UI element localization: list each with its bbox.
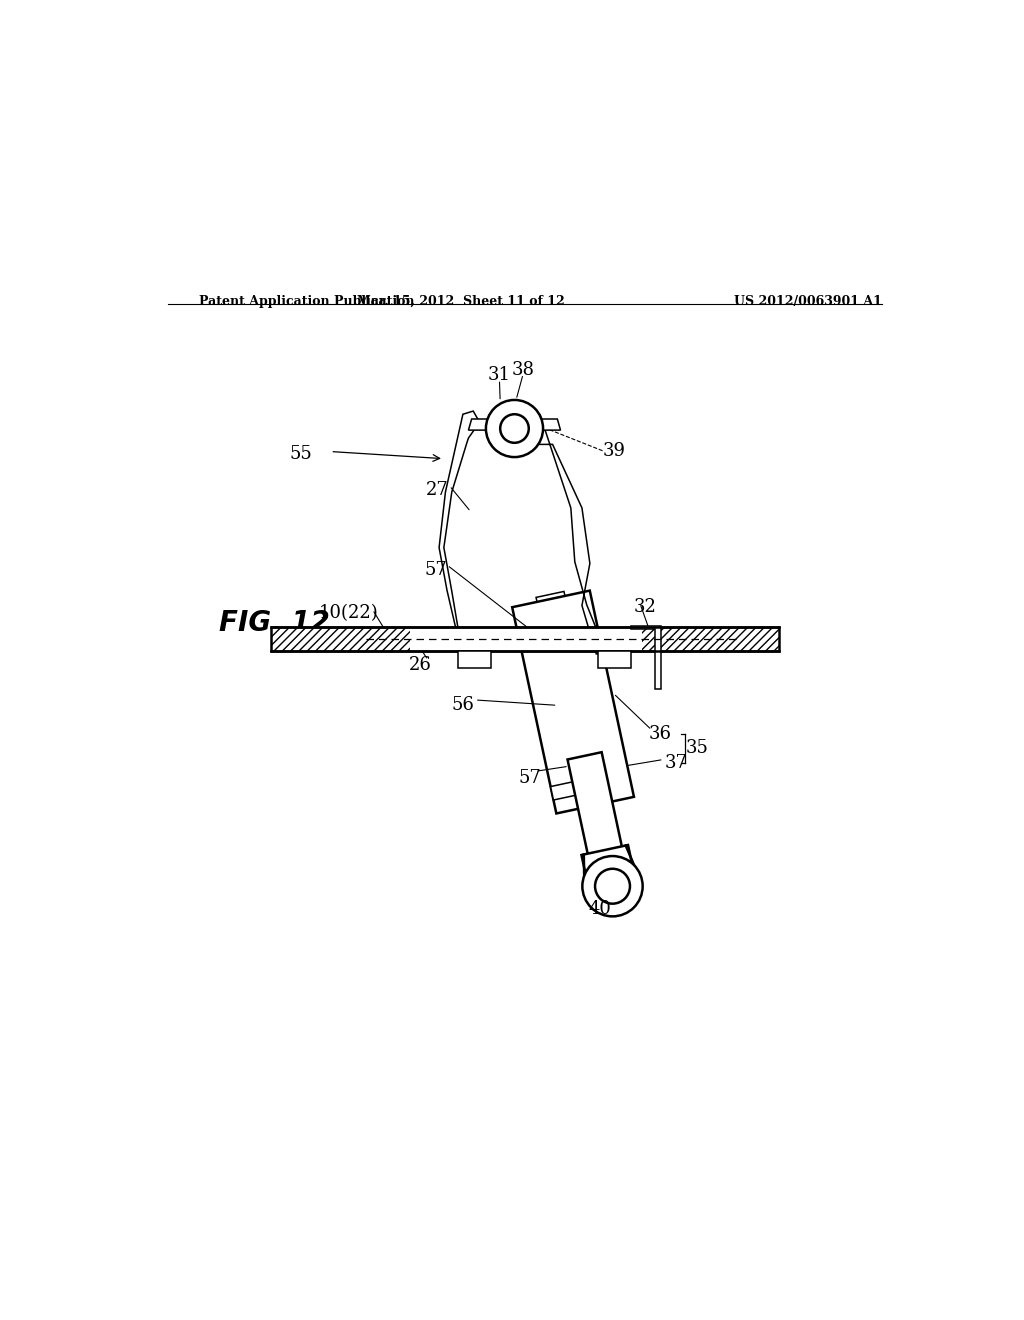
Circle shape — [500, 414, 528, 442]
Polygon shape — [512, 590, 634, 813]
Text: US 2012/0063901 A1: US 2012/0063901 A1 — [734, 296, 882, 308]
Text: 32: 32 — [634, 598, 656, 616]
Polygon shape — [582, 845, 632, 871]
Bar — [598, 651, 631, 668]
Text: 10(22): 10(22) — [318, 605, 379, 623]
Circle shape — [583, 857, 643, 916]
Text: Patent Application Publication: Patent Application Publication — [200, 296, 415, 308]
Polygon shape — [567, 752, 625, 865]
Polygon shape — [631, 626, 662, 689]
Bar — [270, 627, 778, 651]
Text: 36: 36 — [648, 725, 671, 743]
Text: 27: 27 — [426, 482, 449, 499]
Text: 26: 26 — [409, 656, 431, 675]
Bar — [458, 651, 492, 668]
Text: 56: 56 — [452, 696, 474, 714]
Circle shape — [595, 869, 630, 904]
Text: 55: 55 — [290, 445, 312, 463]
Text: 31: 31 — [487, 367, 511, 384]
Text: 39: 39 — [602, 442, 626, 459]
Text: 37: 37 — [665, 755, 687, 772]
Text: 40: 40 — [589, 900, 611, 917]
Polygon shape — [531, 414, 630, 653]
Text: Mar. 15, 2012  Sheet 11 of 12: Mar. 15, 2012 Sheet 11 of 12 — [357, 296, 565, 308]
Bar — [642, 627, 778, 651]
Polygon shape — [551, 781, 579, 800]
Bar — [270, 627, 410, 651]
Circle shape — [486, 400, 543, 457]
Text: FIG. 12: FIG. 12 — [219, 609, 330, 638]
Text: 35: 35 — [686, 739, 709, 758]
Text: 38: 38 — [512, 360, 535, 379]
Text: 57: 57 — [519, 768, 542, 787]
Polygon shape — [536, 591, 606, 795]
Polygon shape — [468, 418, 560, 430]
Polygon shape — [439, 411, 487, 657]
Text: 57: 57 — [425, 561, 447, 578]
